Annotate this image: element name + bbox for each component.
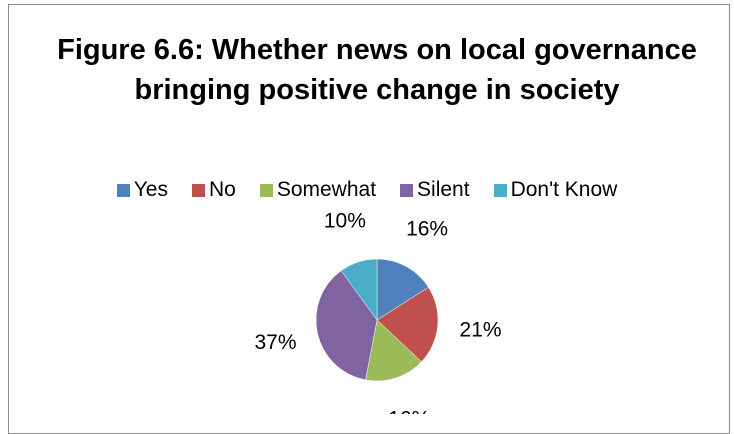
legend-swatch-yes: [116, 183, 130, 197]
legend-label-somewhat: Somewhat: [276, 178, 377, 201]
legend-item-somewhat: Somewhat: [259, 176, 377, 204]
data-label-somewhat: 16%: [388, 407, 430, 414]
legend-swatch-no: [191, 183, 205, 197]
pie-slice-somewhat: [365, 319, 422, 382]
pie-slice-no: [376, 286, 439, 363]
legend-label-no: No: [208, 178, 236, 201]
legend-item-silent: Silent: [400, 176, 470, 204]
legend-label-dont-know: Don't Know: [510, 178, 618, 201]
pie-slice-silent: [315, 270, 378, 381]
legend-swatch-dont-know: [493, 183, 507, 197]
pie-chart: 16% 21% 16% 37% 10%: [254, 210, 502, 414]
legend-item-no: No: [191, 176, 236, 204]
data-label-dont-know: 10%: [324, 210, 366, 233]
legend-item-yes: Yes: [116, 176, 168, 204]
data-label-yes: 16%: [406, 217, 448, 240]
data-label-no: 21%: [460, 318, 502, 341]
pie-slice-yes: [376, 258, 429, 321]
legend: Yes No Somewhat Silent Don't Know: [0, 176, 734, 204]
legend-label-yes: Yes: [133, 178, 168, 201]
legend-swatch-silent: [400, 183, 414, 197]
legend-item-dont-know: Don't Know: [493, 176, 618, 204]
pie-slice-dont-know: [340, 258, 378, 321]
legend-label-silent: Silent: [417, 178, 470, 201]
legend-swatch-somewhat: [259, 183, 273, 197]
data-label-silent: 37%: [254, 331, 296, 354]
chart-title: Figure 6.6: Whether news on local govern…: [57, 34, 697, 106]
